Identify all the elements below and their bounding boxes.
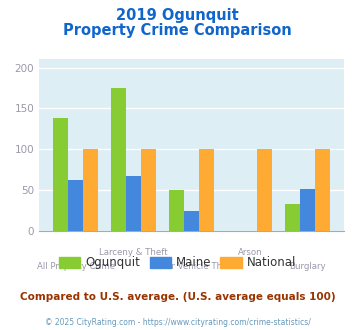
- Legend: Ogunquit, Maine, National: Ogunquit, Maine, National: [55, 252, 300, 274]
- Bar: [126, 176, 141, 231]
- Bar: [285, 204, 300, 231]
- Text: 2019 Ogunquit: 2019 Ogunquit: [116, 8, 239, 23]
- Bar: [83, 149, 98, 231]
- Text: © 2025 CityRating.com - https://www.cityrating.com/crime-statistics/: © 2025 CityRating.com - https://www.city…: [45, 318, 310, 327]
- Bar: [111, 88, 126, 231]
- Bar: [199, 149, 214, 231]
- Bar: [53, 118, 68, 231]
- Text: Larceny & Theft: Larceny & Theft: [99, 248, 168, 257]
- Bar: [315, 149, 331, 231]
- Bar: [141, 149, 156, 231]
- Text: Arson: Arson: [237, 248, 262, 257]
- Bar: [257, 149, 272, 231]
- Text: Compared to U.S. average. (U.S. average equals 100): Compared to U.S. average. (U.S. average …: [20, 292, 335, 302]
- Text: Property Crime Comparison: Property Crime Comparison: [63, 23, 292, 38]
- Bar: [300, 188, 315, 231]
- Text: Motor Vehicle Theft: Motor Vehicle Theft: [150, 262, 234, 271]
- Bar: [169, 190, 184, 231]
- Bar: [184, 211, 199, 231]
- Bar: [68, 180, 83, 231]
- Text: Burglary: Burglary: [290, 262, 326, 271]
- Text: All Property Crime: All Property Crime: [37, 262, 115, 271]
